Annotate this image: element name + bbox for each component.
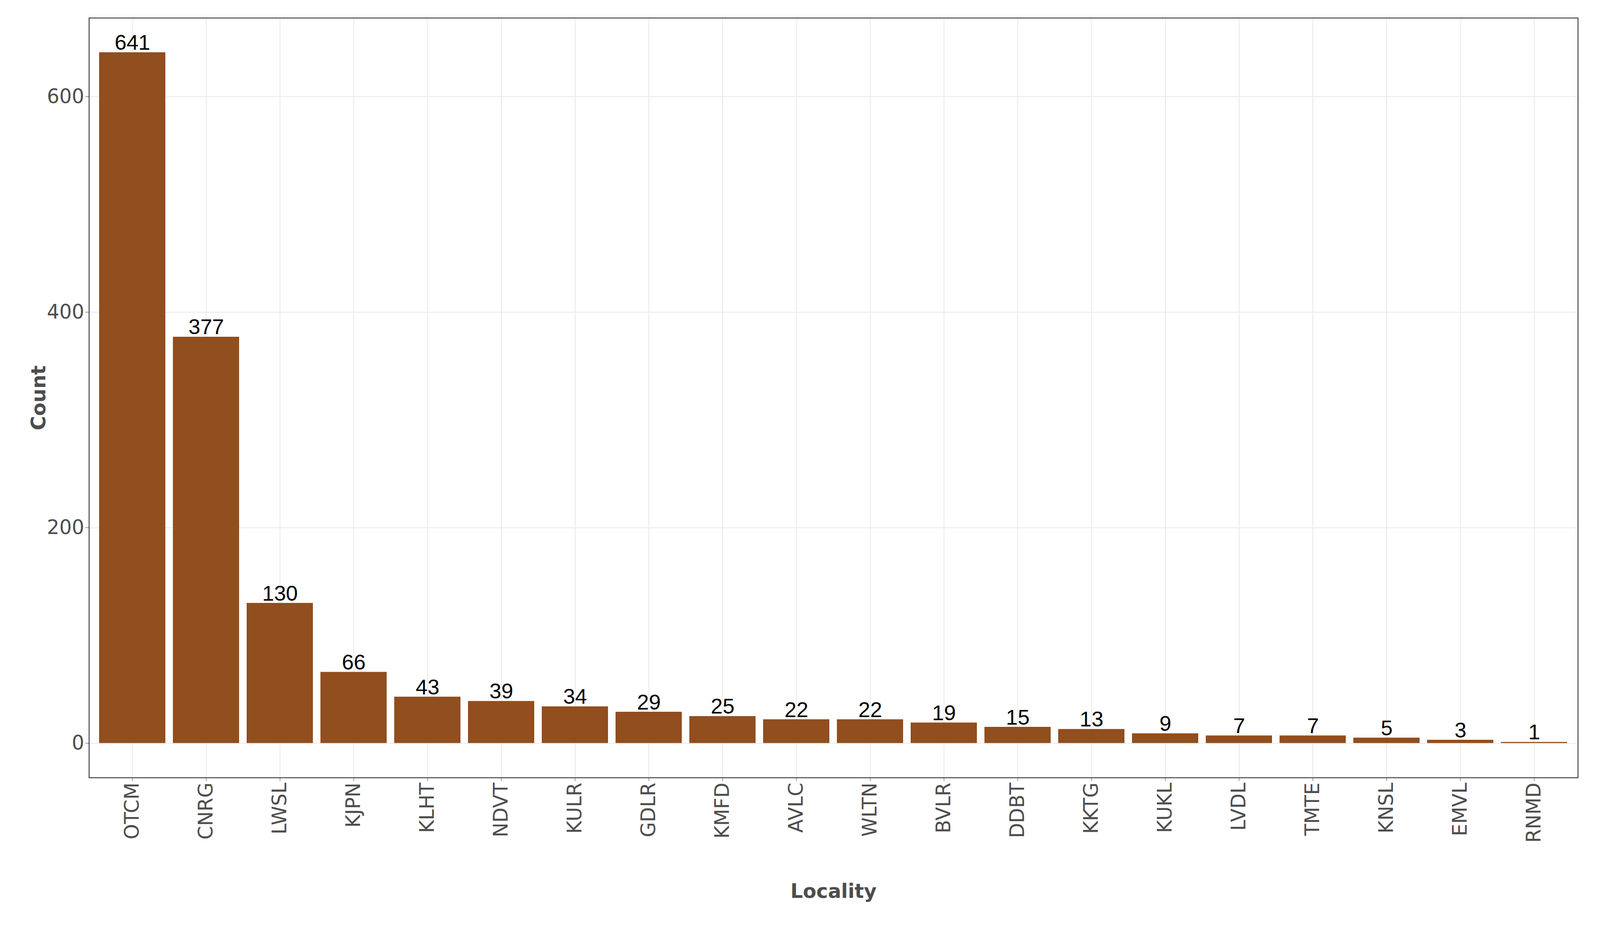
svg-text:NDVT: NDVT <box>489 782 512 838</box>
svg-text:22: 22 <box>858 698 882 722</box>
svg-text:641: 641 <box>114 30 151 55</box>
svg-text:1: 1 <box>1528 720 1541 744</box>
svg-text:200: 200 <box>47 516 85 539</box>
svg-text:130: 130 <box>262 581 298 606</box>
svg-text:EMVL: EMVL <box>1448 782 1472 837</box>
svg-text:AVLC: AVLC <box>784 783 808 834</box>
svg-text:22: 22 <box>784 698 808 722</box>
svg-text:RNMD: RNMD <box>1522 783 1545 844</box>
svg-text:Count: Count <box>27 365 50 431</box>
svg-text:KUKL: KUKL <box>1153 782 1176 834</box>
svg-text:400: 400 <box>47 300 85 324</box>
svg-text:39: 39 <box>489 679 513 704</box>
svg-text:3: 3 <box>1454 718 1467 743</box>
svg-text:19: 19 <box>932 701 956 725</box>
svg-text:LVDL: LVDL <box>1227 782 1250 832</box>
svg-text:377: 377 <box>188 315 224 339</box>
svg-text:OTCM: OTCM <box>120 783 144 840</box>
svg-text:KJPN: KJPN <box>341 783 365 828</box>
svg-text:13: 13 <box>1079 707 1104 732</box>
svg-text:GDLR: GDLR <box>636 783 660 838</box>
svg-text:600: 600 <box>47 84 85 108</box>
svg-text:BVLR: BVLR <box>932 783 955 834</box>
svg-text:KLHT: KLHT <box>415 782 439 833</box>
svg-text:15: 15 <box>1005 705 1030 730</box>
svg-text:9: 9 <box>1159 712 1172 736</box>
svg-text:WLTN: WLTN <box>858 783 881 838</box>
svg-text:CNRG: CNRG <box>194 783 217 840</box>
svg-text:KULR: KULR <box>563 783 586 835</box>
svg-text:0: 0 <box>72 731 85 755</box>
svg-text:KMFD: KMFD <box>710 783 734 840</box>
svg-text:KNSL: KNSL <box>1374 782 1398 834</box>
svg-text:29: 29 <box>636 690 661 715</box>
svg-text:5: 5 <box>1380 716 1393 740</box>
svg-text:66: 66 <box>341 650 366 675</box>
svg-text:KKTG: KKTG <box>1079 783 1103 835</box>
svg-text:7: 7 <box>1233 714 1246 738</box>
svg-text:43: 43 <box>415 675 440 700</box>
svg-text:DDBT: DDBT <box>1005 782 1029 839</box>
svg-text:25: 25 <box>710 694 735 719</box>
svg-text:Locality: Locality <box>790 880 877 903</box>
svg-text:7: 7 <box>1307 714 1320 738</box>
svg-text:TMTE: TMTE <box>1300 783 1324 837</box>
svg-text:LWSL: LWSL <box>268 782 291 835</box>
svg-text:34: 34 <box>563 684 587 709</box>
